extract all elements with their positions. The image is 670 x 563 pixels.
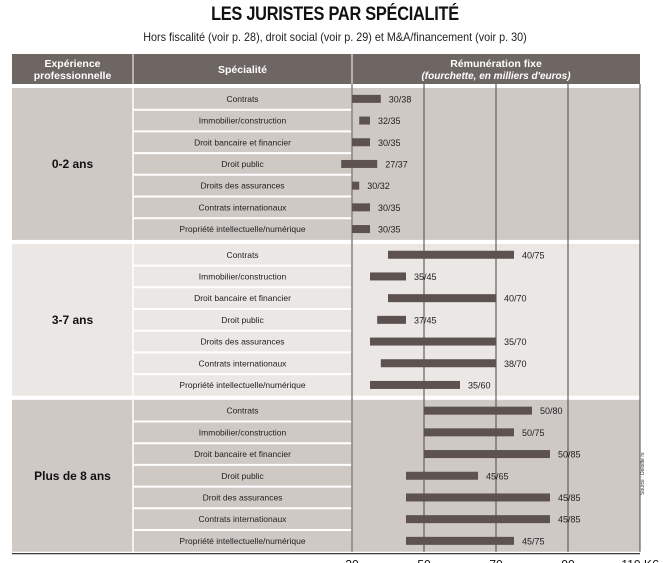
range-value-label: 40/70 (504, 294, 527, 304)
range-value-label: 35/70 (504, 337, 527, 347)
speciality-label: Droit bancaire et financier (194, 293, 291, 303)
speciality-label: Droit public (221, 315, 264, 325)
range-bar (352, 138, 370, 147)
range-bar (406, 493, 550, 502)
speciality-label: Contrats (226, 250, 258, 260)
range-bar (388, 250, 514, 259)
range-bar (406, 536, 514, 545)
range-value-label: 45/65 (486, 471, 509, 481)
range-bar (370, 380, 460, 389)
group-band (12, 243, 640, 396)
speciality-label: Propriété intellectuelle/numérique (179, 224, 305, 234)
speciality-label: Droit public (221, 159, 264, 169)
range-value-label: 40/75 (522, 250, 545, 260)
range-value-label: 38/70 (504, 359, 527, 369)
speciality-label: Propriété intellectuelle/numérique (179, 536, 305, 546)
speciality-label: Propriété intellectuelle/numérique (179, 380, 305, 390)
group-label: 0-2 ans (52, 157, 94, 171)
speciality-label: Contrats internationaux (199, 514, 288, 524)
range-value-label: 35/45 (414, 272, 437, 282)
range-bar (341, 159, 378, 168)
range-value-label: 30/35 (378, 203, 401, 213)
group-label: 3-7 ans (52, 313, 94, 327)
header-speciality: Spécialité (218, 64, 267, 76)
range-value-label: 30/35 (378, 138, 401, 148)
range-value-label: 30/32 (367, 181, 390, 191)
x-tick-label: 90 (561, 558, 575, 563)
speciality-label: Immobilier/construction (199, 271, 287, 281)
group-label: Plus de 8 ans (34, 469, 111, 483)
range-bar (359, 116, 370, 125)
header-remuneration-sub: (fourchette, en milliers d'euros) (421, 71, 571, 82)
range-bar (352, 225, 370, 234)
range-bar (352, 181, 360, 190)
range-bar (370, 337, 496, 346)
header-remuneration: Rémunération fixe (450, 58, 542, 70)
source-note: Source : Deloitte rs (640, 452, 646, 495)
chart-title: LES JURISTES PAR SPÉCIALITÉ (211, 4, 459, 25)
range-value-label: 50/75 (522, 428, 545, 438)
range-bar (380, 359, 496, 368)
speciality-label: Immobilier/construction (199, 116, 287, 126)
range-bar (352, 94, 381, 103)
header-band (12, 54, 640, 84)
speciality-label: Immobilier/construction (199, 427, 287, 437)
speciality-label: Contrats (226, 406, 258, 416)
speciality-label: Contrats (226, 94, 258, 104)
group-band (12, 399, 640, 552)
speciality-label: Droit des assurances (203, 492, 283, 502)
range-bar (424, 428, 514, 437)
chart-subtitle: Hors fiscalité (voir p. 28), droit socia… (143, 30, 527, 44)
speciality-label: Droits des assurances (200, 181, 284, 191)
range-bar (388, 294, 496, 303)
speciality-label: Droit public (221, 471, 264, 481)
speciality-label: Contrats internationaux (199, 202, 288, 212)
range-value-label: 30/35 (378, 225, 401, 235)
x-tick-label: 110 K€ (621, 558, 658, 563)
range-value-label: 27/37 (385, 159, 408, 169)
speciality-label: Droit bancaire et financier (194, 137, 291, 147)
range-bar (370, 272, 406, 281)
range-bar (406, 471, 478, 480)
range-value-label: 45/75 (522, 536, 545, 546)
range-bar (424, 406, 532, 415)
x-tick-label: 70 (489, 558, 503, 563)
speciality-label: Contrats internationaux (199, 358, 288, 368)
range-value-label: 50/85 (558, 450, 581, 460)
x-tick-label: 50 (417, 558, 431, 563)
range-value-label: 32/35 (378, 116, 401, 126)
speciality-label: Droit bancaire et financier (194, 449, 291, 459)
range-value-label: 35/60 (468, 380, 491, 390)
range-bar (352, 203, 370, 212)
range-bar (377, 315, 406, 324)
speciality-label: Droits des assurances (200, 337, 284, 347)
range-value-label: 45/85 (558, 493, 581, 503)
range-bar (424, 450, 550, 459)
range-bar (406, 515, 550, 524)
group-band (12, 88, 640, 240)
x-tick-label: 30 (345, 558, 359, 563)
header-experience: Expérience (44, 58, 100, 70)
range-value-label: 50/80 (540, 406, 563, 416)
range-value-label: 45/85 (558, 515, 581, 525)
header-experience: professionnelle (34, 70, 112, 82)
range-value-label: 37/45 (414, 315, 437, 325)
range-value-label: 30/38 (389, 94, 412, 104)
